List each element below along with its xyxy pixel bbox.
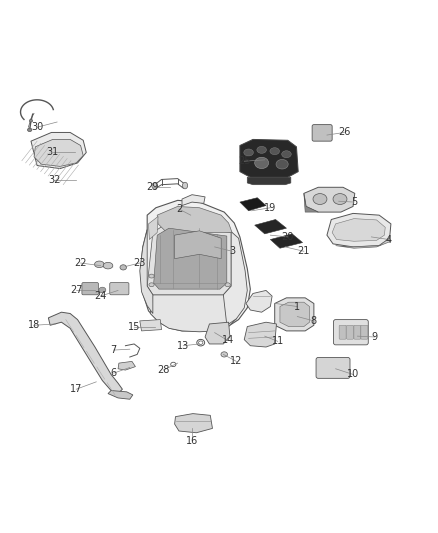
Polygon shape [148, 216, 158, 239]
Polygon shape [182, 195, 205, 206]
Polygon shape [304, 187, 355, 212]
Polygon shape [240, 140, 298, 177]
Polygon shape [254, 220, 286, 234]
Polygon shape [270, 234, 303, 248]
Polygon shape [175, 231, 221, 259]
Text: 25: 25 [238, 156, 251, 166]
Text: 2: 2 [176, 204, 182, 214]
Text: 16: 16 [186, 437, 198, 447]
Text: 32: 32 [48, 175, 61, 185]
Polygon shape [31, 133, 86, 168]
Polygon shape [108, 391, 133, 399]
Text: 28: 28 [157, 365, 170, 375]
Ellipse shape [257, 147, 266, 154]
Text: 31: 31 [46, 148, 59, 157]
Ellipse shape [103, 262, 113, 269]
Polygon shape [280, 302, 310, 327]
Text: 13: 13 [177, 341, 190, 351]
FancyBboxPatch shape [339, 325, 346, 339]
Polygon shape [247, 177, 291, 184]
Polygon shape [275, 298, 314, 331]
Text: 30: 30 [31, 122, 43, 132]
Text: 8: 8 [311, 316, 317, 326]
Text: 22: 22 [74, 258, 87, 268]
Polygon shape [141, 200, 251, 331]
Polygon shape [140, 230, 153, 313]
Text: 1: 1 [294, 302, 300, 312]
Ellipse shape [254, 157, 268, 168]
Polygon shape [48, 312, 122, 393]
Text: 21: 21 [298, 246, 310, 256]
Text: 27: 27 [70, 286, 82, 295]
Text: 10: 10 [347, 369, 359, 379]
Ellipse shape [276, 159, 288, 169]
FancyBboxPatch shape [316, 358, 350, 378]
Polygon shape [332, 219, 385, 241]
Ellipse shape [333, 193, 347, 205]
Ellipse shape [152, 183, 157, 189]
Ellipse shape [282, 151, 291, 158]
Polygon shape [336, 238, 391, 248]
Polygon shape [244, 322, 276, 347]
Polygon shape [327, 213, 391, 247]
Ellipse shape [244, 149, 253, 156]
Ellipse shape [313, 193, 327, 205]
Polygon shape [154, 228, 227, 289]
Text: 24: 24 [95, 291, 107, 301]
Text: 3: 3 [229, 246, 235, 256]
Polygon shape [118, 361, 135, 370]
Text: 7: 7 [110, 345, 117, 355]
Ellipse shape [28, 128, 32, 132]
Text: 4: 4 [386, 235, 392, 245]
Polygon shape [205, 322, 230, 344]
Polygon shape [157, 206, 232, 232]
FancyBboxPatch shape [333, 320, 368, 345]
Text: 9: 9 [372, 332, 378, 342]
FancyBboxPatch shape [346, 325, 353, 339]
Text: 20: 20 [282, 232, 294, 242]
Polygon shape [147, 224, 231, 295]
Ellipse shape [225, 283, 230, 287]
Ellipse shape [29, 119, 33, 122]
Polygon shape [175, 414, 212, 433]
Polygon shape [246, 290, 272, 312]
Text: 12: 12 [230, 357, 243, 366]
Text: 15: 15 [128, 321, 140, 332]
Text: 26: 26 [338, 127, 350, 138]
Text: 29: 29 [147, 182, 159, 192]
Ellipse shape [149, 274, 154, 278]
FancyBboxPatch shape [110, 282, 129, 295]
FancyBboxPatch shape [354, 325, 361, 339]
Polygon shape [34, 140, 83, 166]
Text: 14: 14 [222, 335, 234, 345]
Ellipse shape [183, 182, 187, 189]
Polygon shape [140, 320, 162, 331]
Ellipse shape [221, 352, 227, 357]
Polygon shape [304, 193, 318, 212]
Text: 19: 19 [264, 203, 276, 213]
Ellipse shape [149, 283, 154, 287]
FancyBboxPatch shape [312, 125, 332, 141]
Text: 17: 17 [70, 384, 82, 394]
Polygon shape [223, 232, 247, 325]
Ellipse shape [95, 261, 104, 268]
Ellipse shape [270, 148, 279, 155]
Text: 5: 5 [351, 197, 357, 207]
Ellipse shape [120, 265, 127, 270]
Text: 23: 23 [134, 258, 146, 268]
Polygon shape [150, 295, 237, 332]
Polygon shape [240, 198, 266, 211]
Text: 18: 18 [28, 320, 40, 330]
FancyBboxPatch shape [82, 282, 99, 295]
Ellipse shape [99, 287, 106, 293]
Text: 11: 11 [272, 336, 284, 346]
Text: 6: 6 [111, 368, 117, 378]
FancyBboxPatch shape [361, 325, 368, 339]
